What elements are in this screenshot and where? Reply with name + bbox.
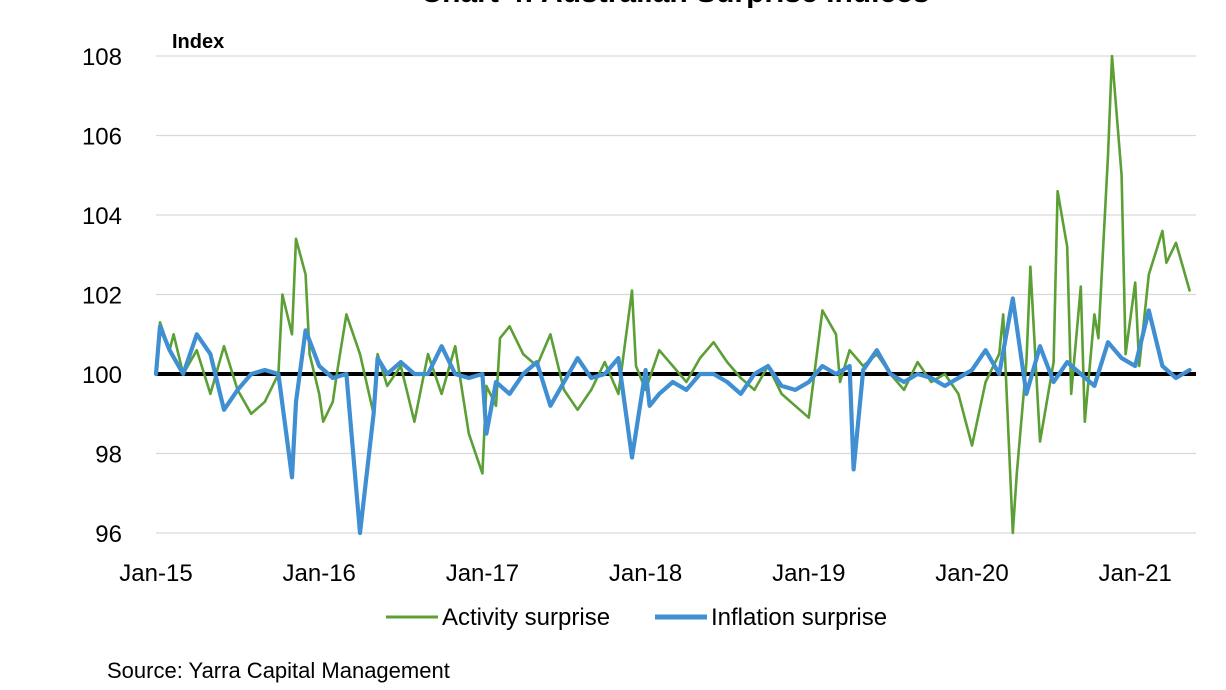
y-tick-label: 102 [82,283,122,310]
x-tick-label: Jan-16 [283,560,356,587]
x-tick-label: Jan-20 [935,560,1008,587]
chart-title: Chart 4: Australian Surprise Indices [420,0,929,9]
y-axis-ticks: 96 98 100 102 104 106 108 [82,44,122,548]
legend-label: Inflation surprise [711,604,887,631]
series-lines [153,54,1192,536]
x-tick-label: Jan-18 [609,560,682,587]
x-tick-label: Jan-21 [1099,560,1172,587]
y-tick-label: 108 [82,44,122,71]
y-tick-label: 96 [95,521,122,548]
x-tick-label: Jan-15 [119,560,192,587]
y-axis-unit-label: Index [172,31,224,53]
x-tick-label: Jan-17 [446,560,519,587]
y-tick-label: 104 [82,203,122,230]
series-line-inflation [153,296,1192,536]
legend-label: Activity surprise [442,604,610,631]
y-tick-label: 100 [82,362,122,389]
series-line-activity [154,54,1191,535]
y-tick-label: 106 [82,124,122,151]
y-tick-label: 98 [95,442,122,469]
legend: Activity surprise Inflation surprise [386,604,887,631]
x-axis-ticks: Jan-15 Jan-16 Jan-17 Jan-18 Jan-19 Jan-20 Jan-… [119,560,1172,587]
source-note: Source: Yarra Capital Management [107,658,450,683]
x-tick-label: Jan-19 [772,560,845,587]
gridlines [156,55,1196,534]
